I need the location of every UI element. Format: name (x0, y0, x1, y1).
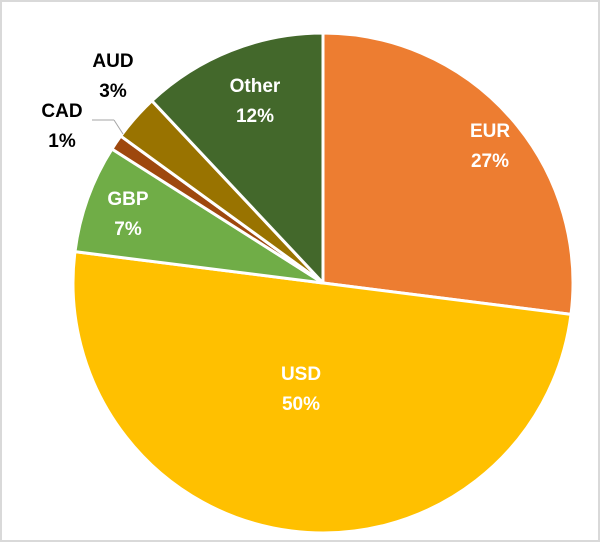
label-eur: EUR 27% (469, 121, 511, 172)
label-other: Other 12% (229, 76, 281, 127)
label-aud: AUD 3% (92, 51, 134, 102)
label-cad: CAD 1% (41, 101, 83, 152)
pie-slice-eur (321, 31, 575, 316)
label-usd: USD 50% (280, 364, 322, 415)
cad-leader-line-2 (113, 119, 124, 135)
pie-slice-other (150, 31, 325, 285)
pie-slice-gbp (73, 147, 325, 285)
pie-slice-usd (71, 250, 573, 535)
label-gbp: GBP 7% (107, 189, 149, 240)
